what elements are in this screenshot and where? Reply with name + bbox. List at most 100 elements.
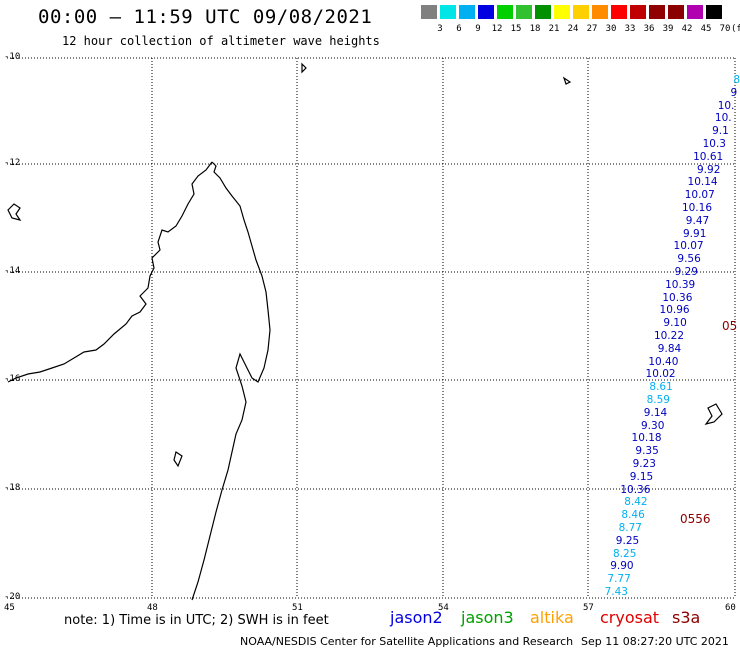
legend-label: 45 [700,24,712,34]
generated-timestamp: Sep 11 08:27:20 UTC 2021 [581,635,729,648]
legend-label: 70 [719,24,731,34]
mission-altika: altika [530,608,574,627]
legend-swatch [478,5,494,19]
swh-value: 7.77 [607,573,631,586]
swh-value: 8.25 [613,547,637,560]
pass-id-label: 0556 [680,512,711,526]
swh-value: 9 [730,86,738,99]
legend-label: 6 [456,24,462,34]
lat-label: -10 [4,52,21,62]
swh-value: 9.23 [632,458,656,470]
swh-value: 9.15 [629,470,654,483]
swh-value: 8.42 [624,496,648,509]
legend-label: 24 [567,24,579,34]
lat-label: -20 [4,592,21,602]
swh-value: 9.47 [685,214,710,227]
swh-value: 8 [733,74,740,86]
swh-value: 10.40 [648,355,679,368]
swh-value: 10.07 [684,189,715,202]
legend-swatch [687,5,703,19]
swh-value: 10.07 [673,240,704,253]
lon-label: 60 [725,603,736,613]
lon-label: 51 [292,603,303,613]
legend-swatch [573,5,589,19]
legend-swatch [535,5,551,19]
legend-swatch [421,5,437,19]
swh-value: 10.96 [659,304,690,317]
legend-swatch [611,5,627,19]
lat-label: -16 [4,374,21,384]
mission-s3a: s3a [672,608,701,627]
legend-label: 15 [510,24,522,34]
swh-value: 10. [714,112,732,125]
legend-swatch [630,5,646,19]
legend-swatch [668,5,684,19]
lat-label: -18 [4,483,21,493]
legend-label: 3 [437,24,443,34]
swh-value: 10.36 [620,483,651,496]
swh-value: 9.25 [615,534,640,547]
mission-cryosat: cryosat [600,608,660,627]
legend-label: 27 [586,24,598,34]
mission-jason3: jason3 [461,608,514,627]
lon-label: 57 [583,603,594,613]
legend-unit: (ft) [731,24,740,34]
swh-value: 9.56 [677,253,701,266]
swh-value: 10.02 [645,368,676,381]
swh-value: 9.84 [657,342,682,355]
legend-label: 39 [662,24,674,34]
swh-value: 9.35 [635,445,659,458]
legend-swatch [497,5,513,19]
legend-label: 21 [548,24,560,34]
swh-value: 9.90 [610,560,634,573]
swh-value: 10.16 [681,202,712,214]
lat-label: -12 [4,158,21,168]
swh-value: 9.30 [641,419,665,432]
legend-swatch [706,5,722,19]
swh-value: 7.43 [604,586,628,598]
legend-label: 12 [491,24,503,34]
legend-swatch [516,5,532,19]
swh-value: 9.92 [697,163,721,176]
swh-value: 8.59 [646,394,670,406]
legend-label: 36 [643,24,655,34]
swh-value: 9.91 [683,227,707,240]
page-subtitle: 12 hour collection of altimeter wave hei… [62,34,380,48]
legend-label: 18 [529,24,541,34]
lon-label: 48 [147,603,158,613]
swh-value: 10.39 [665,278,696,291]
legend-label: 9 [475,24,481,34]
legend-swatch [459,5,475,19]
lon-label: 45 [4,603,15,613]
legend-label: 33 [624,24,636,34]
page-title: 00:00 – 11:59 UTC 09/08/2021 [38,6,373,28]
legend-swatch [592,5,608,19]
swh-value: 8.61 [649,381,673,394]
lat-label: -14 [4,266,21,276]
swh-value: 10.36 [662,291,693,304]
legend-swatch [440,5,456,19]
swh-value: 10.3 [702,138,726,150]
credit-line: NOAA/NESDIS Center for Satellite Applica… [240,635,574,648]
swh-value: 8.77 [618,522,642,534]
legend-swatch [649,5,665,19]
pass-id-label: 05 [722,319,738,333]
legend-label: 30 [605,24,617,34]
swh-value: 10.22 [653,330,684,342]
madagascar-coastline [7,62,723,601]
map-frame [7,57,736,599]
swh-value: 10.61 [693,150,724,163]
footnote: note: 1) Time is in UTC; 2) SWH is in fe… [64,613,329,628]
swh-value: 9.1 [712,125,729,138]
swh-value: 9.10 [663,317,687,330]
swh-value: 8.46 [621,509,645,522]
legend-swatch [554,5,570,19]
swh-value: 9.29 [674,266,698,278]
swh-value: 10.14 [687,176,718,189]
lon-label: 54 [438,603,449,613]
swh-value: 10.18 [631,432,662,445]
swh-value: 10. [717,99,735,112]
mission-jason2: jason2 [390,608,443,627]
legend-label: 42 [681,24,693,34]
